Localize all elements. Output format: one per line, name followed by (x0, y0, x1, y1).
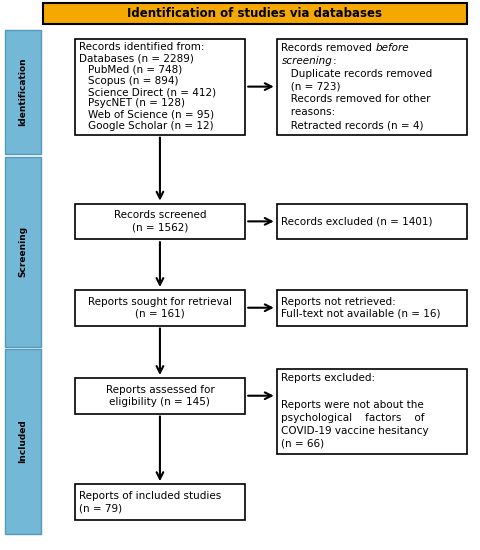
Text: Records screened
(n = 1562): Records screened (n = 1562) (113, 210, 206, 233)
FancyBboxPatch shape (276, 290, 466, 326)
Text: Science Direct (n = 412): Science Direct (n = 412) (88, 87, 216, 97)
FancyBboxPatch shape (74, 290, 245, 326)
FancyBboxPatch shape (276, 204, 466, 239)
Text: (n = 723): (n = 723) (281, 81, 340, 92)
Text: Records excluded (n = 1401): Records excluded (n = 1401) (281, 216, 432, 227)
FancyBboxPatch shape (5, 349, 41, 534)
FancyBboxPatch shape (74, 204, 245, 239)
Text: (n = 66): (n = 66) (281, 439, 324, 449)
FancyBboxPatch shape (5, 157, 41, 346)
Text: PsycNET (n = 128): PsycNET (n = 128) (88, 98, 185, 108)
Text: :: : (332, 56, 335, 66)
Text: Reports of included studies
(n = 79): Reports of included studies (n = 79) (79, 491, 221, 513)
Text: Identification of studies via databases: Identification of studies via databases (127, 7, 382, 20)
Text: COVID-19 vaccine hesitancy: COVID-19 vaccine hesitancy (281, 426, 428, 436)
FancyBboxPatch shape (276, 39, 466, 135)
Text: Identification: Identification (18, 58, 27, 126)
Text: Reports were not about the: Reports were not about the (281, 399, 423, 410)
Text: Web of Science (n = 95): Web of Science (n = 95) (88, 109, 214, 120)
FancyBboxPatch shape (74, 378, 245, 414)
FancyBboxPatch shape (74, 39, 245, 135)
Text: Scopus (n = 894): Scopus (n = 894) (88, 76, 178, 86)
Text: Reports not retrieved:
Full-text not available (n = 16): Reports not retrieved: Full-text not ava… (281, 296, 440, 319)
Text: before: before (375, 43, 408, 53)
Text: Databases (n = 2289): Databases (n = 2289) (79, 53, 194, 64)
Text: screening: screening (281, 56, 332, 66)
Text: Records removed: Records removed (281, 43, 375, 53)
FancyBboxPatch shape (74, 484, 245, 520)
Text: PubMed (n = 748): PubMed (n = 748) (88, 65, 182, 75)
FancyBboxPatch shape (43, 3, 466, 24)
Text: Reports sought for retrieval
(n = 161): Reports sought for retrieval (n = 161) (88, 296, 231, 319)
Text: Records identified from:: Records identified from: (79, 42, 204, 52)
Text: Duplicate records removed: Duplicate records removed (281, 69, 432, 79)
Text: Reports excluded:: Reports excluded: (281, 373, 375, 383)
FancyBboxPatch shape (276, 368, 466, 454)
Text: Records removed for other: Records removed for other (281, 95, 430, 104)
Text: psychological    factors    of: psychological factors of (281, 412, 424, 423)
Text: Google Scholar (n = 12): Google Scholar (n = 12) (88, 121, 213, 131)
Text: Retracted records (n = 4): Retracted records (n = 4) (281, 120, 423, 130)
Text: Included: Included (18, 420, 27, 463)
Text: Reports assessed for
eligibility (n = 145): Reports assessed for eligibility (n = 14… (105, 384, 214, 407)
FancyBboxPatch shape (5, 30, 41, 154)
Text: Screening: Screening (18, 226, 27, 277)
Text: reasons:: reasons: (281, 107, 335, 117)
